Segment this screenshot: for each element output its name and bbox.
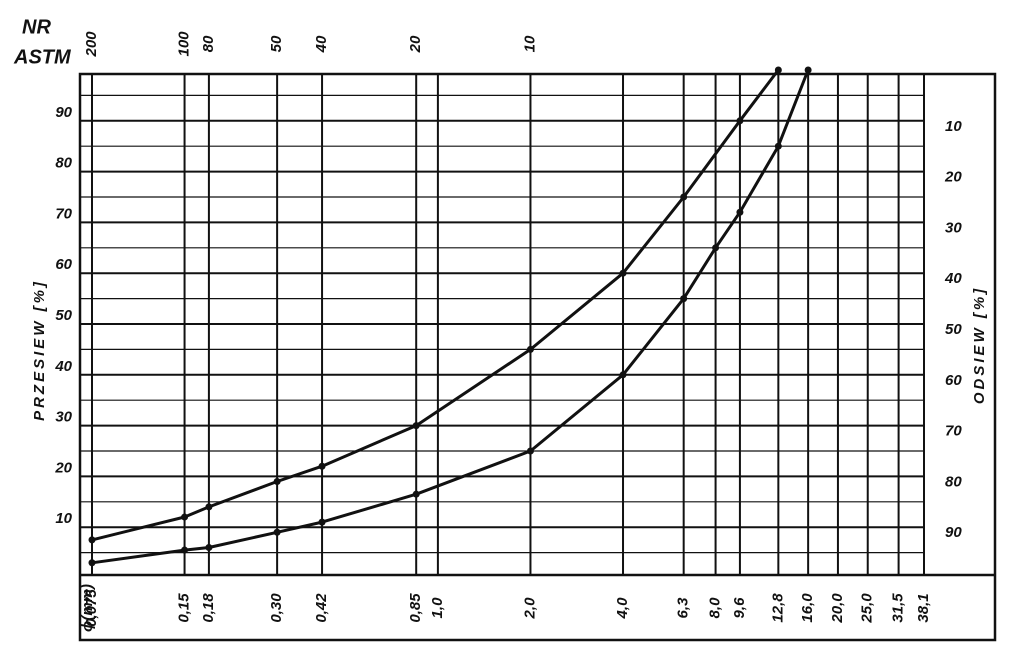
x-tick-label: 20,0 [829, 593, 846, 624]
curve-point [619, 371, 627, 379]
curve-point [273, 528, 281, 536]
x-tick-label: 4,0 [614, 597, 631, 620]
x-tick-label: 16,0 [799, 593, 816, 623]
top-tick-label: 200 [83, 31, 100, 58]
y2-tick-label: 70 [945, 423, 962, 440]
x-tick-label: 1,0 [429, 597, 446, 619]
y2-axis-label: ODSIEW [%] [971, 286, 988, 404]
curve-point [680, 193, 688, 201]
y2-tick-label: 20 [944, 169, 962, 186]
y-tick-label: 70 [55, 205, 72, 222]
curve-point [273, 477, 281, 485]
y-tick-label: 90 [55, 104, 72, 121]
curve-point [736, 117, 744, 125]
x-tick-label: 0,85 [407, 593, 424, 623]
curve-point [619, 269, 627, 277]
curve-point [318, 518, 326, 526]
top-tick-label: 20 [407, 35, 424, 53]
y2-tick-label: 40 [944, 270, 962, 287]
frame [78, 72, 997, 642]
y2-tick-label: 80 [945, 473, 962, 490]
curve-point [205, 544, 213, 552]
curve-point [88, 536, 96, 544]
x-tick-label: 0,30 [268, 593, 285, 623]
top-axis-title: NR [22, 16, 51, 38]
curve-point [181, 513, 189, 521]
curve-point [181, 546, 189, 554]
y-tick-label: 40 [54, 358, 72, 375]
curve-point [205, 503, 213, 511]
top-tick-label: 10 [521, 35, 538, 52]
y-tick-label: 10 [55, 510, 72, 527]
y-tick-label: 50 [55, 307, 72, 324]
y2-tick-label: 90 [945, 524, 962, 541]
curve-point [680, 295, 688, 303]
grading-curve [91, 69, 780, 542]
top-tick-label: 50 [268, 35, 285, 52]
x-tick-label: 0,15 [176, 593, 193, 623]
x-tick-label: 9,6 [731, 597, 748, 619]
curve-point [412, 422, 420, 430]
curve-point [526, 345, 534, 353]
top-tick-label: 100 [176, 31, 193, 57]
curve-point [774, 142, 782, 150]
top-tick-label: 40 [313, 35, 330, 53]
x-tick-label: 31,5 [890, 593, 907, 623]
top-axis-title: ASTM [13, 46, 72, 68]
curve-point [526, 447, 534, 455]
y-axis-label: PRZESIEW [%] [31, 279, 48, 421]
x-tick-label: 12,8 [769, 593, 786, 623]
y-tick-label: 20 [54, 459, 72, 476]
x-tick-label: 0,42 [313, 593, 330, 623]
x-tick-label: 0,18 [200, 593, 217, 623]
curve-point [804, 66, 812, 74]
x-tick-label: 2,0 [521, 597, 538, 620]
y2-tick-label: 60 [945, 372, 962, 389]
grading-curve [91, 69, 810, 565]
x-tick-label: 25,0 [859, 593, 876, 624]
curve-point [88, 559, 96, 567]
y-tick-label: 30 [55, 409, 72, 426]
y-tick-label: 80 [55, 155, 72, 172]
curve-point [318, 462, 326, 470]
x-tick-label: 0,075 [83, 589, 100, 627]
x-axis-label: ϕ(mm) [79, 584, 96, 632]
top-tick-label: 80 [200, 35, 217, 52]
y2-tick-label: 10 [945, 118, 962, 135]
curve-point [736, 208, 744, 216]
curve-point [712, 244, 720, 252]
curve-point [412, 490, 420, 498]
y-tick-label: 60 [55, 256, 72, 273]
x-tick-label: 38,1 [915, 593, 932, 622]
y2-tick-label: 30 [945, 219, 962, 236]
y2-tick-label: 50 [945, 321, 962, 338]
x-tick-label: 8,0 [707, 597, 724, 619]
x-tick-label: 6,3 [675, 597, 692, 619]
curve-point [774, 66, 782, 74]
